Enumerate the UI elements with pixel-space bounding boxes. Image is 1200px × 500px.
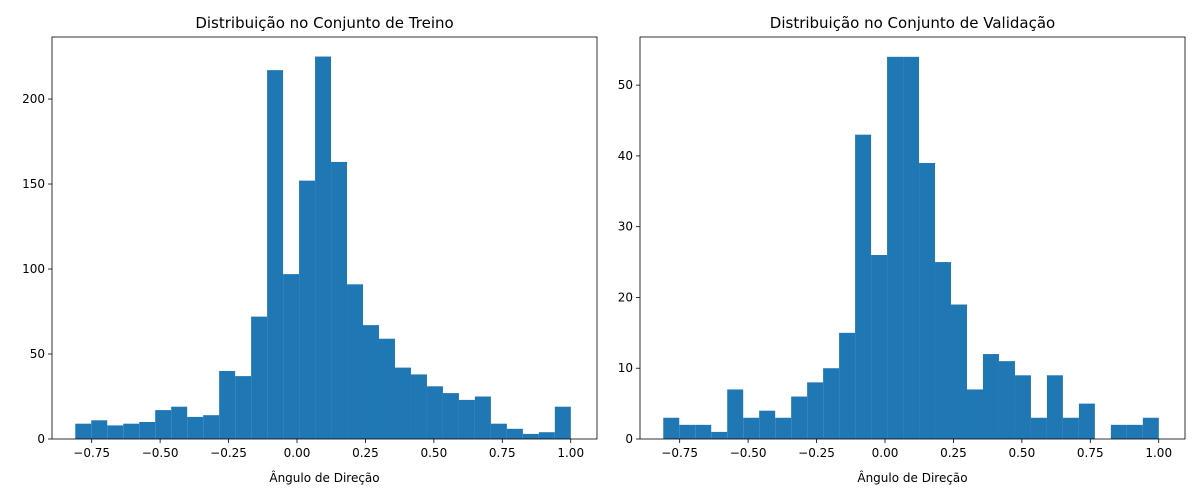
bar xyxy=(823,368,840,439)
bar xyxy=(1030,417,1047,439)
bar xyxy=(203,415,220,439)
axes-frame xyxy=(51,36,598,440)
x-tick-label: 1.00 xyxy=(1145,446,1172,460)
y-tick-label: 50 xyxy=(30,347,45,361)
chart-title: Distribuição no Conjunto de Treino xyxy=(195,14,453,32)
bar xyxy=(1078,403,1095,439)
y-tick-label: 100 xyxy=(22,262,45,276)
bar xyxy=(982,354,999,439)
bar xyxy=(554,406,571,439)
bar xyxy=(490,423,507,439)
bar xyxy=(107,425,124,439)
bar xyxy=(759,410,776,439)
chart-title: Distribuição no Conjunto de Validação xyxy=(770,14,1055,32)
y-tick-label: 0 xyxy=(37,432,45,446)
bar xyxy=(903,56,920,440)
x-axis-label: Ângulo de Direção xyxy=(857,470,967,485)
bar xyxy=(219,371,236,439)
bar xyxy=(1126,424,1143,439)
y-tick-label: 10 xyxy=(618,361,633,375)
bar xyxy=(123,423,140,439)
x-tick-label: 0.50 xyxy=(420,446,447,460)
y-tick-label: 50 xyxy=(618,78,633,92)
bar xyxy=(394,367,411,439)
bar xyxy=(775,417,792,439)
bar xyxy=(91,420,108,439)
x-tick-label: 0.75 xyxy=(1077,446,1104,460)
bar xyxy=(331,161,348,440)
bar xyxy=(839,332,856,439)
y-tick-label: 20 xyxy=(618,290,633,304)
x-tick-label: −0.25 xyxy=(210,446,247,460)
bar xyxy=(1142,417,1159,439)
bar xyxy=(1062,417,1079,439)
bar xyxy=(855,134,872,440)
bar xyxy=(711,431,728,439)
bar xyxy=(235,376,252,439)
x-tick-label: 0.25 xyxy=(352,446,379,460)
y-tick-label: 30 xyxy=(618,220,633,234)
bar xyxy=(727,389,744,439)
x-tick-label: −0.75 xyxy=(661,446,698,460)
bar xyxy=(267,70,284,439)
bar xyxy=(807,382,824,439)
x-tick-label: 0.00 xyxy=(284,446,311,460)
bar xyxy=(155,410,172,439)
y-tick-label: 0 xyxy=(625,432,633,446)
bar xyxy=(538,432,555,439)
x-tick-label: −0.25 xyxy=(798,446,835,460)
bar xyxy=(283,274,300,439)
bar xyxy=(887,56,904,440)
bar xyxy=(791,396,808,439)
bar xyxy=(251,316,268,439)
bar xyxy=(299,180,316,439)
bar xyxy=(458,399,475,439)
x-tick-label: −0.50 xyxy=(142,446,179,460)
bar xyxy=(442,393,459,439)
bar xyxy=(871,254,888,439)
x-axis-label: Ângulo de Direção xyxy=(269,470,379,485)
bar xyxy=(522,433,539,439)
axes-frame xyxy=(639,36,1186,440)
bar xyxy=(951,304,967,439)
x-tick-label: 0.25 xyxy=(940,446,967,460)
bar xyxy=(663,417,680,439)
x-tick-label: 1.00 xyxy=(557,446,584,460)
x-tick-label: 0.00 xyxy=(872,446,899,460)
bar xyxy=(1110,424,1127,439)
bar xyxy=(187,416,204,439)
bar xyxy=(139,422,156,439)
bar xyxy=(315,56,332,439)
bar xyxy=(474,396,491,439)
bar xyxy=(1046,375,1063,439)
bar xyxy=(967,389,983,439)
bar xyxy=(363,325,379,439)
x-tick-label: −0.75 xyxy=(73,446,110,460)
y-tick-label: 200 xyxy=(22,92,45,106)
bar xyxy=(75,423,92,439)
bar xyxy=(347,284,364,439)
bar xyxy=(171,406,188,439)
x-tick-label: 0.75 xyxy=(489,446,516,460)
y-tick-label: 150 xyxy=(22,177,45,191)
bar xyxy=(919,162,936,439)
bar xyxy=(379,338,395,439)
bar xyxy=(426,386,443,439)
y-tick-label: 40 xyxy=(618,149,633,163)
bar xyxy=(695,424,712,439)
bar xyxy=(743,417,760,439)
bar xyxy=(410,374,427,439)
bar xyxy=(935,262,952,439)
bar xyxy=(506,428,523,439)
x-tick-label: −0.50 xyxy=(730,446,767,460)
bar xyxy=(679,424,696,439)
bar xyxy=(1014,375,1031,439)
x-tick-label: 0.50 xyxy=(1008,446,1035,460)
bar xyxy=(998,361,1015,439)
